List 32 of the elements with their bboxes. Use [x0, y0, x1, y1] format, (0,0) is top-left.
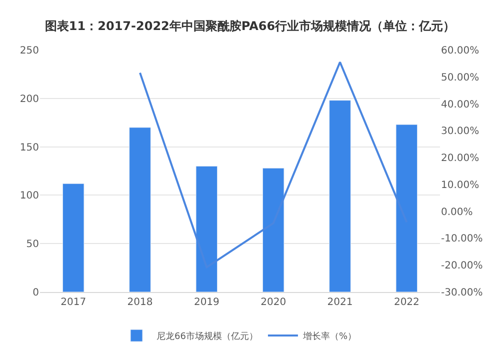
legend-label: 尼龙66市场规模（亿元）	[156, 331, 258, 342]
y2-tick-label: -30.00%	[441, 288, 483, 298]
y2-tick-label: 10.00%	[441, 180, 480, 191]
x-tick-label: 2017	[60, 297, 86, 308]
x-tick-label: 2020	[260, 297, 286, 308]
chart-title: 图表11：2017-2022年中国聚酰胺PA66行业市场规模情况（单位：亿元）	[44, 19, 456, 34]
y-tick-label: 150	[20, 142, 39, 154]
x-tick-label: 2018	[127, 297, 153, 308]
bar	[129, 127, 151, 292]
y-tick-label: 250	[20, 46, 39, 56]
bar	[329, 100, 351, 292]
y2-tick-label: -20.00%	[441, 260, 483, 272]
y-tick-label: 200	[20, 94, 39, 105]
bar	[62, 183, 84, 292]
x-tick-label: 2021	[327, 297, 353, 308]
y-tick-label: 0	[32, 288, 39, 298]
x-tick-label: 2019	[194, 297, 220, 308]
y2-tick-label: 0.00%	[441, 206, 473, 218]
x-tick-label: 2022	[394, 297, 420, 308]
y-tick-label: 100	[20, 190, 39, 202]
legend-label: 增长率（%）	[302, 331, 357, 342]
bar	[262, 168, 284, 292]
y-tick-label: 50	[26, 239, 39, 250]
line-series	[139, 61, 408, 268]
y2-tick-label: 50.00%	[441, 72, 480, 84]
bar	[196, 166, 218, 292]
y2-tick-label: 40.00%	[441, 99, 480, 110]
y2-tick-label: 60.00%	[441, 46, 480, 56]
bar	[396, 124, 418, 292]
y2-tick-label: 20.00%	[441, 153, 480, 164]
y2-tick-label: 30.00%	[441, 126, 480, 138]
y2-tick-label: -10.00%	[441, 234, 483, 245]
